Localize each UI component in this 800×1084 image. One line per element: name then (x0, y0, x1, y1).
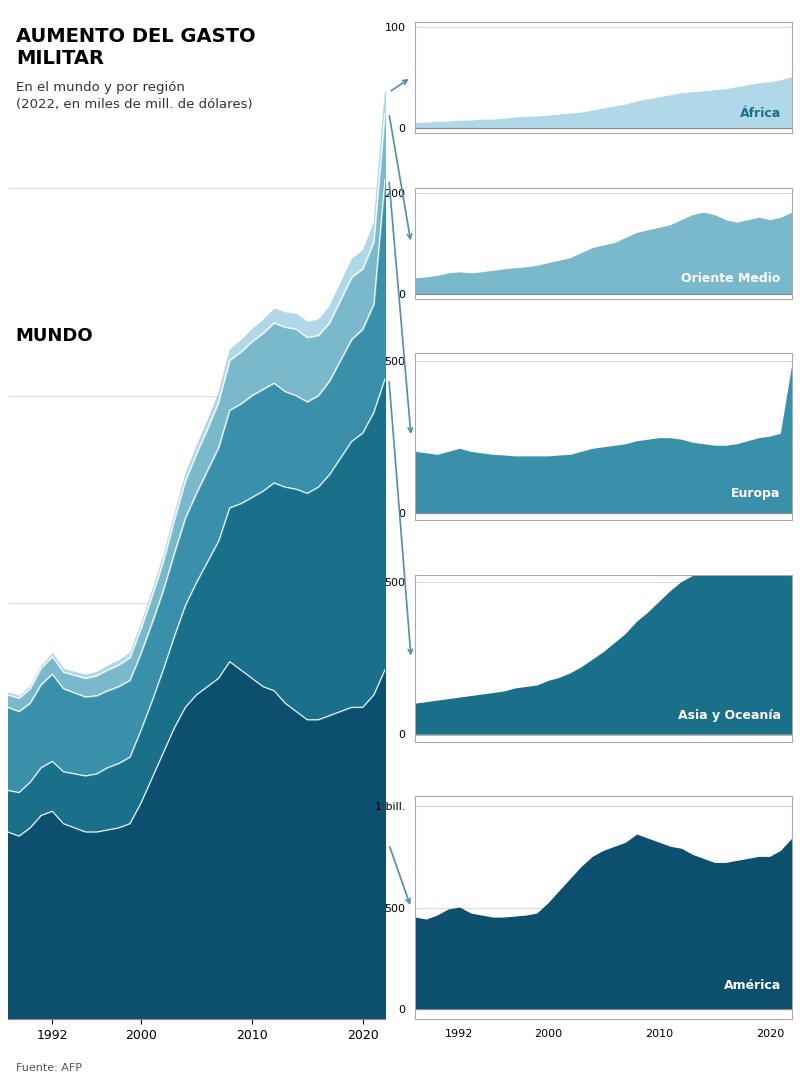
Text: Europa: Europa (731, 488, 781, 501)
Text: América: América (723, 979, 781, 992)
Text: MUNDO: MUNDO (15, 326, 93, 345)
Text: AUMENTO DEL GASTO
MILITAR: AUMENTO DEL GASTO MILITAR (16, 27, 256, 68)
Text: Asia y Oceanía: Asia y Oceanía (678, 709, 781, 722)
Text: En el mundo y por región
(2022, en miles de mill. de dólares): En el mundo y por región (2022, en miles… (16, 81, 253, 112)
Text: África: África (739, 106, 781, 119)
Text: Fuente: AFP: Fuente: AFP (16, 1063, 82, 1073)
Text: Oriente Medio: Oriente Medio (682, 272, 781, 285)
